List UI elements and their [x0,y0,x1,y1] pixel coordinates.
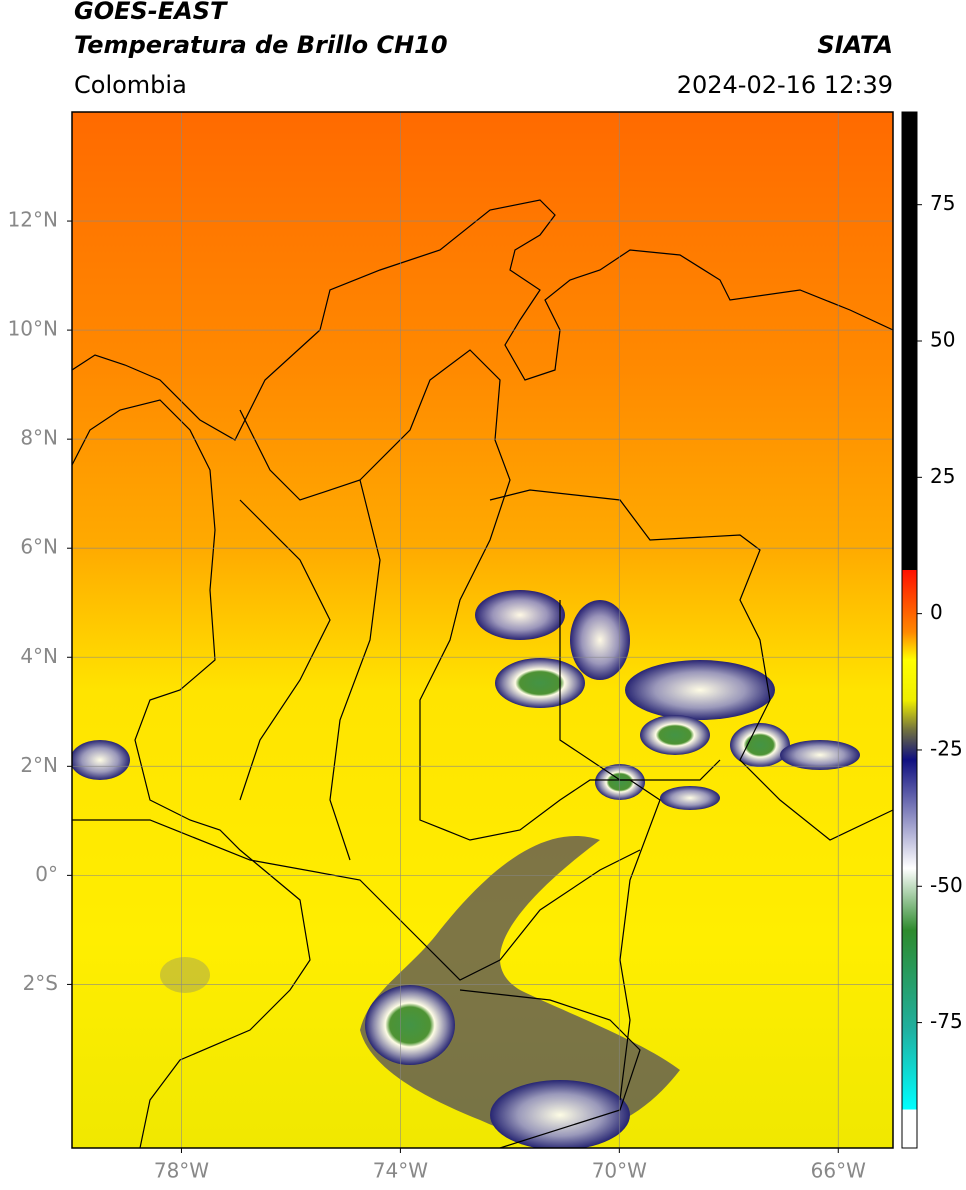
lat-tick-label: 4°N [20,644,58,668]
lat-tick-label: 12°N [8,208,58,232]
lon-tick-label: 74°W [373,1159,428,1183]
lon-tick-label: 78°W [154,1159,209,1183]
lat-tick-label: 2°N [20,753,58,777]
source: SIATA [817,31,893,59]
colorbar-tick-label: 75 [930,191,955,215]
graticule [67,112,893,1153]
colorbar-tick-label: 0 [930,600,943,624]
lat-tick-label: 0° [35,862,58,886]
coastlines [72,199,893,1148]
colorbar-tick-label: 25 [930,464,955,488]
datetime: 2024-02-16 12:39 [677,71,893,99]
map-image [72,112,893,1148]
colorbar-tick-label: -50 [930,873,963,897]
lat-tick-label: 10°N [8,317,58,341]
title: GOES-EAST [74,0,228,25]
colorbar-tick-label: -25 [930,736,963,760]
lat-tick-label: 6°N [20,535,58,559]
lat-tick-label: 8°N [20,426,58,450]
colorbar [901,111,918,1149]
region: Colombia [74,71,187,99]
subtitle: Temperatura de Brillo CH10 [74,31,448,59]
colorbar-tick-label: 50 [930,328,955,352]
lon-tick-label: 66°W [811,1159,866,1183]
lat-tick-label: 2°S [23,971,58,995]
colorbar-tick-label: -75 [930,1009,963,1033]
map-frame [71,111,894,1149]
lon-tick-label: 70°W [592,1159,647,1183]
